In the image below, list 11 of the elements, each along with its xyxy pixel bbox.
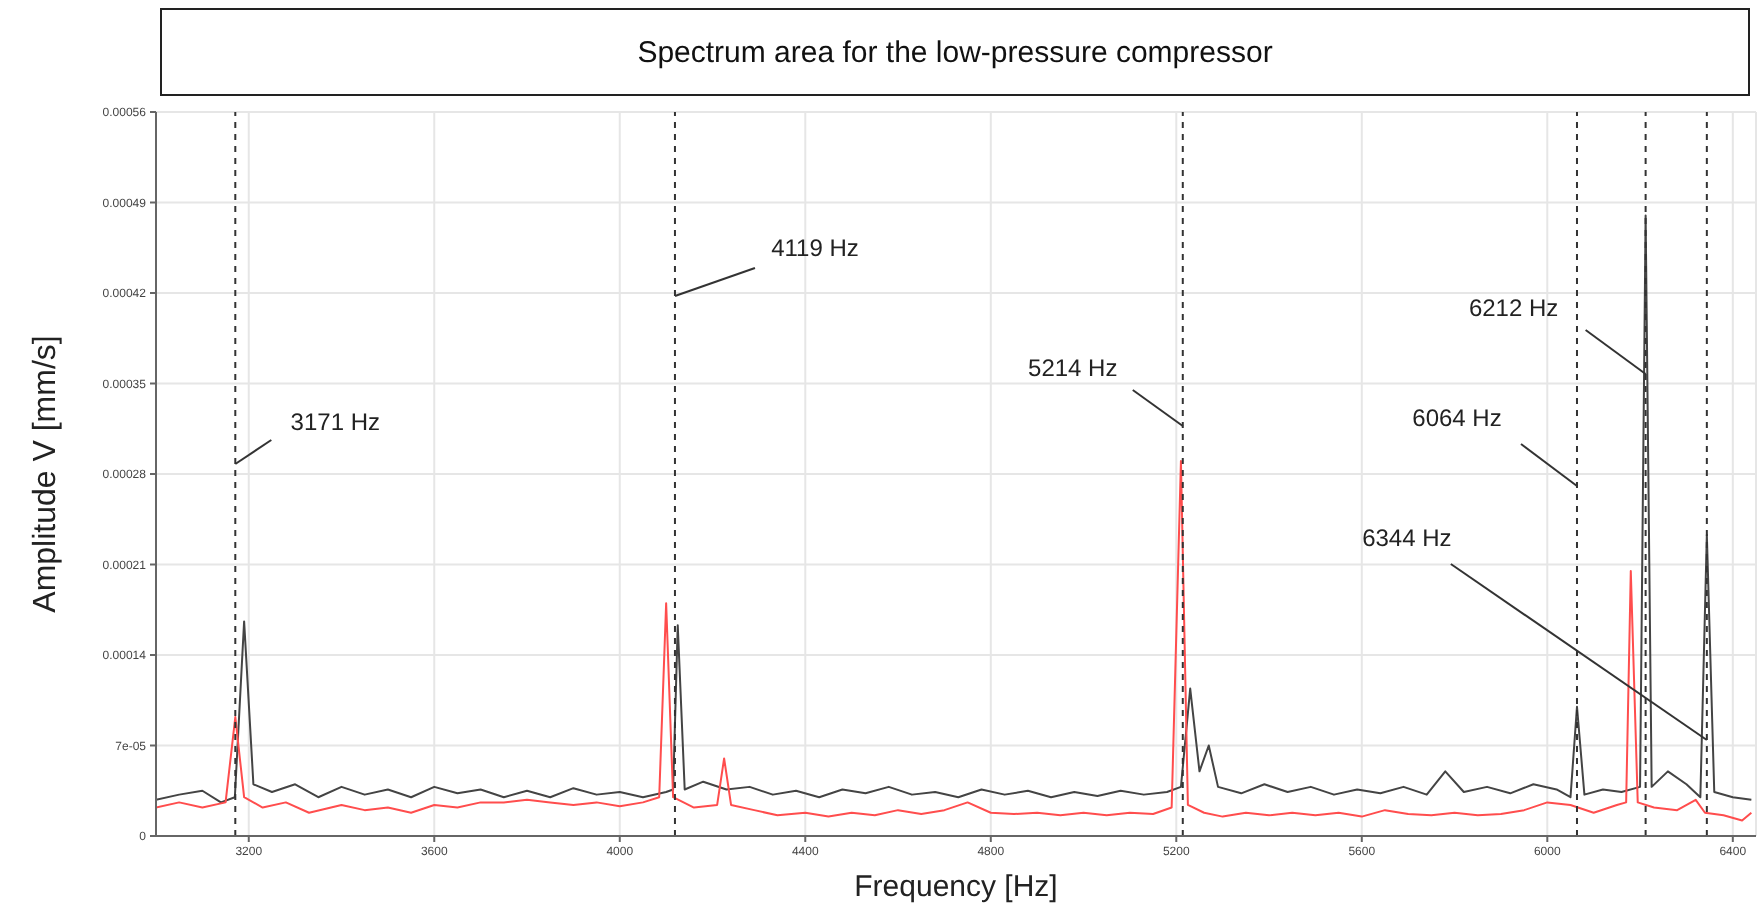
line-series: [156, 214, 1753, 804]
line-series: [156, 460, 1753, 822]
ref-line-label: 6064 Hz: [1412, 404, 1502, 433]
ref-line-label: 3171 Hz: [290, 408, 381, 437]
x-axis-title: Frequency [Hz]: [854, 870, 1058, 904]
ref-line-label: 6344 Hz: [1362, 524, 1452, 553]
chart-title: Spectrum area for the low-pressure compressor: [160, 8, 1750, 96]
ref-line-label: 6212 Hz: [1468, 294, 1559, 323]
y-axis-title: Amplitude V [mm/s]: [29, 335, 64, 613]
ref-line-label: 4119 Hz: [771, 234, 859, 263]
ref-line-label: 5214 Hz: [1028, 354, 1118, 383]
